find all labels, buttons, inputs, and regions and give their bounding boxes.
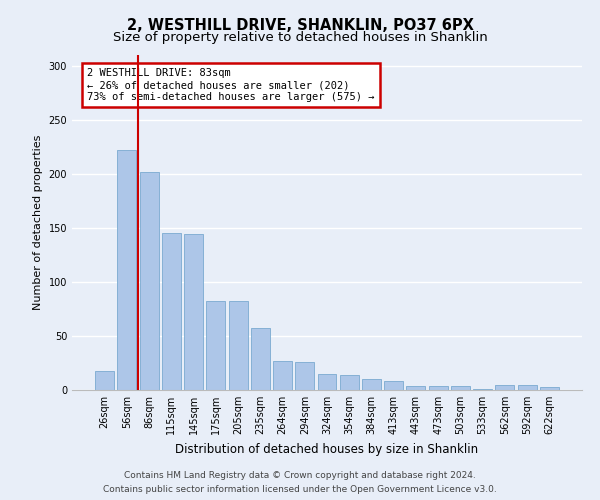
Bar [406, 386, 425, 390]
Bar [473, 389, 492, 390]
Text: Size of property relative to detached houses in Shanklin: Size of property relative to detached ho… [113, 31, 487, 44]
Bar [162, 234, 181, 390]
Text: 2, WESTHILL DRIVE, SHANKLIN, PO37 6PX: 2, WESTHILL DRIVE, SHANKLIN, PO37 6PX [127, 18, 473, 32]
Bar [229, 302, 248, 390]
Bar [518, 384, 536, 390]
Text: 2 WESTHILL DRIVE: 83sqm
← 26% of detached houses are smaller (202)
73% of semi-d: 2 WESTHILL DRIVE: 83sqm ← 26% of detache… [88, 68, 375, 102]
Bar [496, 384, 514, 390]
Bar [273, 361, 292, 390]
Y-axis label: Number of detached properties: Number of detached properties [33, 135, 43, 310]
Bar [251, 328, 270, 390]
Bar [118, 150, 136, 390]
Text: Contains HM Land Registry data © Crown copyright and database right 2024.
Contai: Contains HM Land Registry data © Crown c… [103, 472, 497, 494]
Bar [540, 387, 559, 390]
Bar [362, 379, 381, 390]
Bar [184, 234, 203, 390]
Bar [429, 386, 448, 390]
Bar [384, 382, 403, 390]
Bar [451, 386, 470, 390]
Bar [95, 370, 114, 390]
Bar [140, 172, 158, 390]
X-axis label: Distribution of detached houses by size in Shanklin: Distribution of detached houses by size … [175, 442, 479, 456]
Bar [206, 302, 225, 390]
Bar [295, 362, 314, 390]
Bar [340, 375, 359, 390]
Bar [317, 374, 337, 390]
